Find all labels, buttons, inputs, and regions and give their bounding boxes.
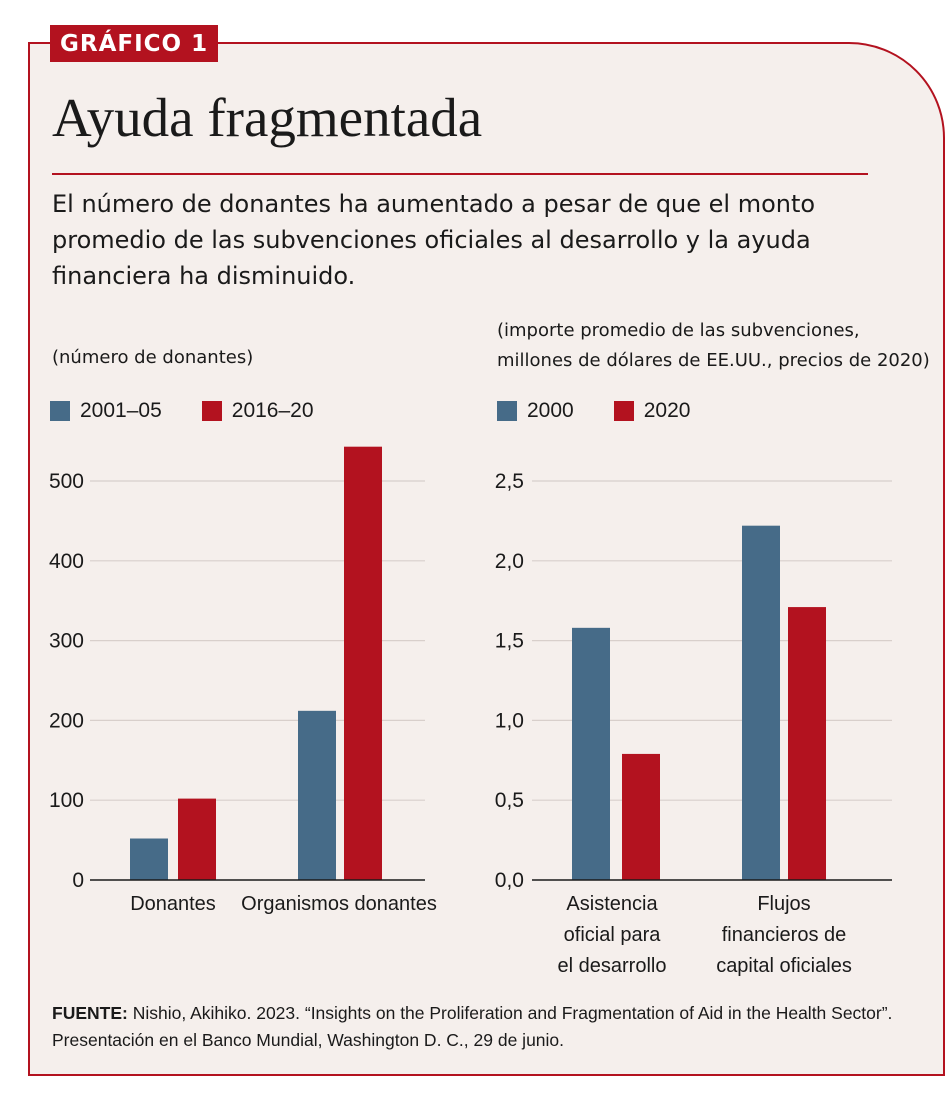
bar [788,607,826,880]
x-category-label: Donantes [130,893,216,915]
source-label: FUENTE: [52,1003,128,1023]
bar [178,798,216,880]
chart-subtitle: El número de donantes ha aumentado a pes… [52,190,816,290]
y-tick-label: 1,5 [495,630,524,653]
y-tick-label: 400 [49,550,84,573]
legend-label-2020: 2020 [643,399,691,422]
x-category-label: Flujos [757,893,810,915]
legend-swatch-2001-05 [50,401,70,421]
y-tick-label: 100 [49,789,84,812]
y-tick-label: 2,0 [495,550,524,573]
y-tick-label: 1,0 [495,709,524,732]
x-category-label: Asistencia [566,893,658,915]
bar [622,753,660,880]
y-tick-label: 0,0 [495,869,524,892]
title-divider [52,173,868,175]
chart-card [28,42,945,1076]
chart-title: Ayuda fragmentada [52,87,483,148]
bar [298,710,336,880]
legend-label-2016-20: 2016–20 [231,399,314,422]
left-unit-note: (número de donantes) [52,347,254,368]
right-unit-note-line-2: millones de dólares de EE.UU., precios d… [497,350,930,371]
right-legend: 2000 2020 [497,398,730,424]
legend-label-2001-05: 2001–05 [80,399,162,422]
source-note: FUENTE: Nishio, Akihiko. 2023. “Insights… [52,1000,912,1054]
right-unit-note-line-1: (importe promedio de las subvenciones, [497,320,860,341]
right-unit-note: (importe promedio de las subvenciones, m… [497,316,930,376]
bar [130,838,168,880]
bar [742,525,780,880]
y-tick-label: 2,5 [495,470,524,493]
y-tick-label: 300 [49,630,84,653]
x-category-label: el desarrollo [558,955,667,977]
legend-label-2000: 2000 [527,399,574,422]
x-category-label: oficial para [564,924,662,946]
right-bar-chart: 0,0 0,5 1,0 1,5 2,0 2,5 Asistencia oficial para… [495,470,892,977]
left-bar-chart: 0 100 200 300 400 500 Donantes Organismos donan… [49,446,437,915]
legend-swatch-2000 [497,401,517,421]
figure-badge: GRÁFICO 1 [50,25,219,62]
y-tick-label: 500 [49,470,84,493]
y-tick-label: 0 [72,869,84,892]
y-tick-label: 0,5 [495,789,524,812]
source-text: Nishio, Akihiko. 2023. “Insights on the … [52,1003,893,1050]
y-tick-label: 200 [49,709,84,732]
legend-swatch-2020 [613,401,634,421]
bar [572,627,610,880]
x-category-label: capital oficiales [716,955,852,977]
left-legend: 2001–05 2016–20 [50,398,354,424]
x-category-label: Organismos donantes [241,893,437,915]
x-category-label: financieros de [722,924,847,946]
legend-swatch-2016-20 [201,401,222,421]
bar [344,446,382,880]
